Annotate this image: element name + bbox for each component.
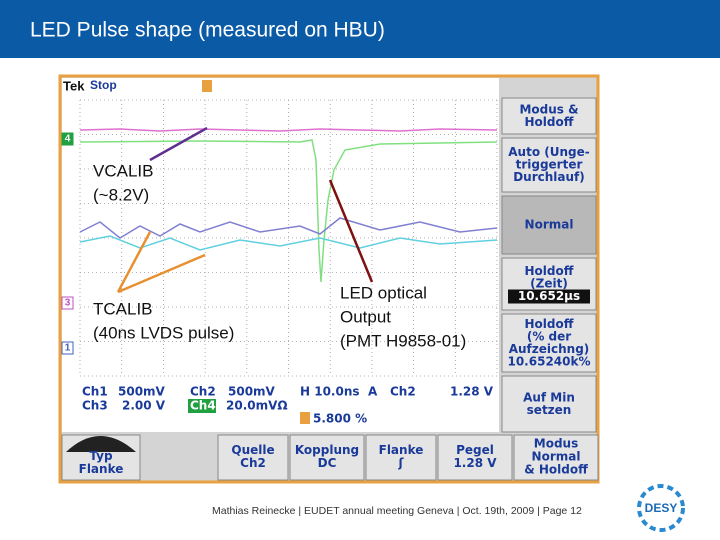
- button-label: Ch2: [240, 456, 266, 470]
- menu-label: Holdoff: [525, 115, 574, 129]
- slide-title: LED Pulse shape (measured on HBU): [30, 19, 385, 42]
- channel-marker-label: 4: [65, 134, 71, 145]
- menu-label: setzen: [527, 403, 572, 417]
- menu-button: [501, 375, 597, 433]
- button-label: Flanke: [379, 443, 424, 457]
- scope-screen: [62, 78, 499, 432]
- value-box: [508, 289, 590, 304]
- grid: [79, 99, 498, 377]
- annotations: VCALIB (~8.2V) TCALIB (40ns LVDS pulse) LED …: [93, 161, 466, 350]
- readout: 20.0mVΩ: [226, 399, 288, 413]
- menu-button: [501, 137, 597, 193]
- readout: 1.28 V: [450, 385, 494, 399]
- button-label: Pegel: [456, 443, 494, 457]
- bottom-button: [437, 434, 513, 481]
- pointer: [149, 126, 208, 162]
- scope-status: Stop: [90, 78, 117, 92]
- annotation: TCALIB: [93, 299, 153, 318]
- trace-ch1: [79, 217, 498, 239]
- readout: Ch1: [82, 385, 108, 399]
- scope-brand: Tek: [63, 78, 85, 93]
- menu-label: Modus &: [519, 102, 578, 116]
- bottom-menu: TypFlankeQuelleCh2KopplungDCFlankeʃPegel…: [61, 434, 599, 481]
- button-label: Flanke: [79, 462, 124, 476]
- button-label: Typ: [89, 449, 113, 463]
- menu-button: [501, 97, 597, 135]
- annotation: VCALIB: [93, 161, 153, 180]
- menu-label: (% der: [527, 329, 571, 343]
- button-label: Normal: [532, 450, 581, 464]
- menu-label: Durchlauf): [513, 170, 585, 184]
- bottom-button: [289, 434, 365, 481]
- menu-label: Auto (Unge-: [508, 145, 589, 159]
- bottom-button: [217, 434, 289, 481]
- readout: 500mV: [118, 385, 166, 399]
- title-bar: [0, 0, 720, 58]
- menu-label: (Zeit): [530, 277, 568, 291]
- menu-label: Auf Min: [523, 390, 575, 404]
- readout: 5.800 %: [313, 412, 367, 426]
- annotation: Output: [340, 307, 391, 326]
- readout: 500mV: [228, 385, 276, 399]
- pointer: [117, 253, 206, 294]
- annotation: (40ns LVDS pulse): [93, 323, 234, 342]
- bottom-button: [365, 434, 437, 481]
- channel-marker-label: 1: [65, 343, 71, 354]
- channel-marker-label: 3: [65, 298, 71, 309]
- trace-ch3: [79, 235, 498, 251]
- channel-marker: [61, 296, 74, 310]
- button-label: Kopplung: [295, 443, 359, 457]
- pointer: [116, 231, 152, 293]
- menu-button: [501, 195, 597, 255]
- readout: Ch4: [190, 399, 216, 413]
- readout: H 10.0ns: [300, 385, 360, 399]
- annotation: (PMT H9858-01): [340, 331, 466, 350]
- menu-value: 10.652µs: [518, 289, 580, 303]
- button-label: ʃ: [398, 456, 405, 470]
- channel-markers: 4 3 1: [61, 132, 74, 355]
- menu-label: Holdoff: [525, 264, 574, 278]
- menu-value: 10.65240k%: [507, 354, 590, 368]
- button-label: DC: [318, 456, 337, 470]
- menu-label: Aufzeichng): [509, 342, 590, 356]
- button-label: Quelle: [231, 443, 274, 457]
- channel-marker: [61, 341, 74, 355]
- trace-ch2: [79, 139, 498, 283]
- readout: Ch2: [390, 385, 416, 399]
- menu-label: triggerter: [516, 158, 583, 172]
- button-label: & Holdoff: [524, 463, 588, 477]
- trigger-marker: [202, 80, 212, 92]
- ch4-box: [188, 399, 216, 413]
- trigger-icon: [66, 436, 136, 452]
- menu-label: Normal: [525, 218, 574, 232]
- annotation: LED optical: [340, 283, 427, 302]
- readout: 2.00 V: [122, 399, 166, 413]
- button-label: Modus: [534, 437, 578, 451]
- channel-marker: [61, 132, 74, 146]
- logo-text: DESY: [645, 501, 678, 515]
- menu-label: Holdoff: [525, 317, 574, 331]
- trace-ch4: [79, 128, 498, 132]
- readout: Ch3: [82, 399, 108, 413]
- logo: DESY: [637, 484, 685, 532]
- bottom-button: [513, 434, 599, 481]
- footer: Mathias Reinecke | EUDET annual meeting …: [212, 505, 582, 517]
- readout: Ch2: [190, 385, 216, 399]
- readout: A: [368, 385, 378, 399]
- pointer: [328, 179, 374, 283]
- position-marker: [300, 412, 310, 424]
- button-label: 1.28 V: [453, 456, 497, 470]
- menu-button: [501, 313, 597, 373]
- annotation: (~8.2V): [93, 185, 149, 204]
- readout: Ch1 500mV Ch2 500mV H 10.0ns A Ch2 1.28 …: [82, 385, 494, 426]
